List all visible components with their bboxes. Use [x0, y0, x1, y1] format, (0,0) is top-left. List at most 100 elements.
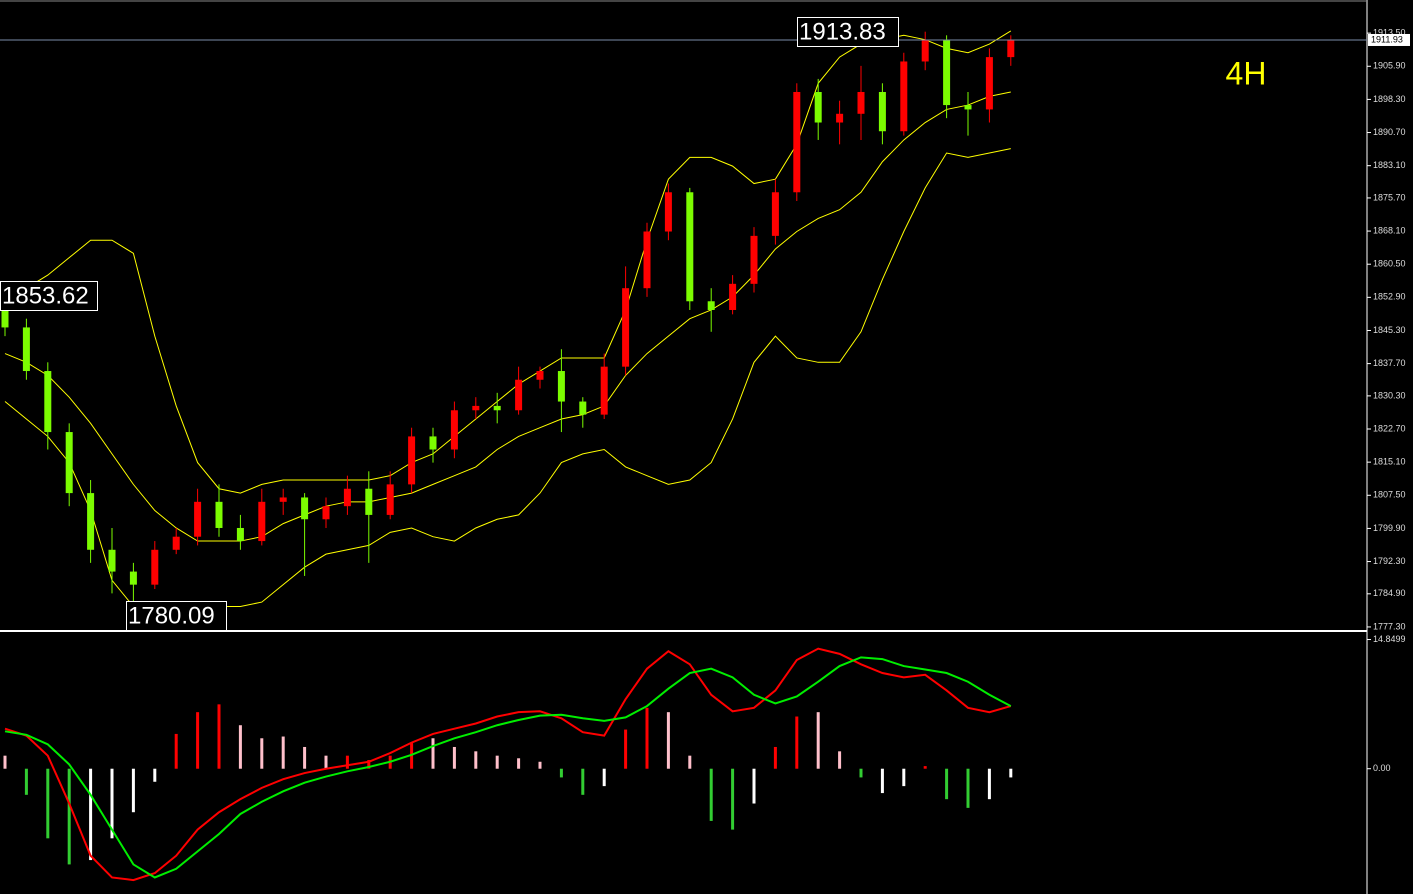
- candle-body: [493, 405, 501, 411]
- candle-body: [857, 91, 865, 114]
- histogram-bar: [731, 768, 735, 830]
- candle-body: [65, 432, 73, 494]
- histogram-bar: [666, 712, 670, 769]
- histogram-bar: [474, 751, 478, 769]
- histogram-bar: [923, 766, 927, 769]
- y-tick-label: 1860.50: [1373, 259, 1406, 269]
- price-annotation: 1780.09: [128, 602, 215, 629]
- histogram-bar: [452, 746, 456, 769]
- candle-body: [151, 549, 159, 585]
- histogram-bar: [688, 755, 692, 769]
- candle-body: [22, 327, 30, 372]
- candle-body: [964, 105, 972, 110]
- price-annotation: 1913.83: [799, 18, 886, 45]
- histogram-bar: [131, 768, 135, 813]
- histogram-bar: [581, 768, 585, 795]
- macd-line: [4, 647, 1012, 882]
- y-tick-label: 1792.30: [1373, 556, 1406, 566]
- candle-body: [129, 571, 137, 585]
- candle-body: [600, 366, 608, 415]
- y-tick-label: 1807.50: [1373, 490, 1406, 500]
- candle-body: [729, 283, 737, 310]
- candle-body: [515, 379, 523, 411]
- candle-body: [172, 536, 180, 550]
- histogram-bar: [67, 768, 71, 865]
- candle-body: [301, 497, 309, 520]
- candle-body: [343, 488, 351, 507]
- histogram-bar: [495, 755, 499, 769]
- histogram-bar: [260, 738, 264, 769]
- y-tick-label: 1777.30: [1373, 621, 1406, 631]
- y-tick-label: 1822.70: [1373, 423, 1406, 433]
- price-annotation-box: [126, 601, 227, 631]
- candle-body: [707, 301, 715, 310]
- histogram-bar: [645, 707, 649, 769]
- candle-body: [386, 484, 394, 515]
- histogram-bar: [324, 755, 328, 769]
- y-tick-label: 1784.90: [1373, 588, 1406, 598]
- histogram-bar: [773, 746, 777, 769]
- histogram-bar: [816, 712, 820, 769]
- y-tick-label: 1837.70: [1373, 358, 1406, 368]
- candle-body: [622, 288, 630, 367]
- candle-body: [878, 91, 886, 132]
- candle-body: [450, 410, 458, 450]
- histogram-bar: [966, 768, 970, 808]
- histogram-bar: [559, 768, 563, 778]
- histogram-bar: [752, 768, 756, 804]
- y-tick-label: 1913.50: [1373, 28, 1406, 38]
- y-tick-label: 1799.90: [1373, 523, 1406, 533]
- price-annotation-box: [797, 17, 899, 47]
- bollinger-band: [4, 91, 1011, 542]
- timeframe-label: 4H: [1226, 55, 1267, 91]
- histogram-bar: [859, 768, 863, 778]
- candle-body: [1007, 39, 1015, 58]
- histogram-bar: [153, 768, 157, 782]
- histogram-bar: [709, 768, 713, 821]
- histogram-bar: [945, 768, 949, 800]
- histogram-bar: [89, 768, 93, 861]
- candle-body: [258, 501, 266, 542]
- candle-body: [108, 549, 116, 572]
- histogram-bar: [238, 725, 242, 769]
- histogram-bar: [987, 768, 991, 800]
- price-annotation: 1853.62: [2, 282, 89, 309]
- candle-body: [921, 39, 929, 62]
- y-tick-label: 1898.30: [1373, 94, 1406, 104]
- candle-body: [814, 91, 822, 123]
- histogram-bar: [880, 768, 884, 794]
- candle-body: [429, 436, 437, 450]
- candle-body: [279, 497, 287, 502]
- histogram-bar: [345, 755, 349, 769]
- price-annotation-box: [0, 281, 98, 311]
- candle-body: [985, 57, 993, 110]
- current-price-label: 1911.93: [1371, 34, 1403, 44]
- histogram-bar: [46, 768, 50, 839]
- candle-body: [836, 113, 844, 123]
- histogram-bar: [24, 768, 28, 795]
- macd-line: [4, 656, 1012, 879]
- candle-body: [771, 192, 779, 236]
- histogram-bar: [795, 716, 799, 769]
- histogram-bar: [624, 729, 628, 769]
- y-tick-label: 1845.30: [1373, 325, 1406, 335]
- histogram-bar: [217, 704, 221, 769]
- histogram-bar: [1009, 768, 1013, 778]
- candle-body: [943, 39, 951, 106]
- candle-body: [643, 231, 651, 289]
- candle-body: [1, 309, 9, 328]
- histogram-bar: [303, 746, 307, 769]
- histogram-bar: [196, 712, 200, 769]
- histogram-bar: [902, 768, 906, 787]
- candle-body: [536, 371, 544, 380]
- candle-body: [686, 192, 694, 302]
- candle-body: [236, 527, 244, 542]
- histogram-bar: [538, 761, 542, 769]
- y-tick-label: 1905.90: [1373, 61, 1406, 71]
- candle-body: [408, 436, 416, 485]
- histogram-bar: [3, 755, 7, 769]
- histogram-bar: [838, 751, 842, 769]
- histogram-bar: [517, 758, 521, 769]
- histogram-bar: [281, 736, 285, 769]
